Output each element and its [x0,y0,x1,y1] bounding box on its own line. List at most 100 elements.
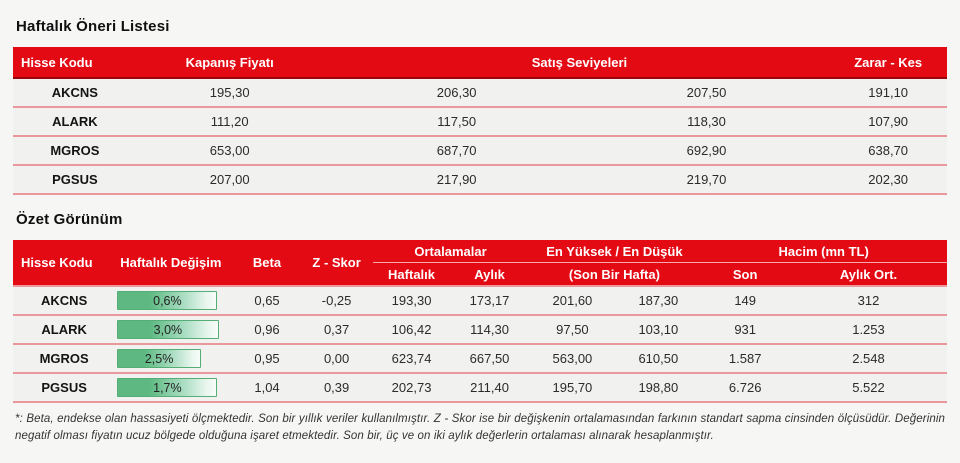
high-cell: 195,70 [528,373,617,403]
sell-level-1-cell: 117,50 [329,107,584,137]
header-sub-row: Haftalık Aylık (Son Bir Hafta) Son Aylık… [13,262,947,286]
volume-last-cell: 149 [700,286,790,316]
table-row: PGSUS 207,00 217,90 219,70 202,30 [13,165,947,195]
zscore-cell: -0,25 [300,286,373,316]
subcol-header-last: Son [700,262,790,286]
table-row: PGSUS 1,7% 1,04 0,39 202,73 211,40 195,7… [13,373,947,403]
volume-last-cell: 6.726 [700,373,790,403]
sell-level-1-cell: 217,90 [329,165,584,195]
stop-loss-cell: 191,10 [829,78,947,108]
subcol-header-monthly-avg: Aylık Ort. [790,262,947,286]
weekly-avg-cell: 193,30 [372,286,451,316]
volume-monthly-avg-cell: 2.548 [790,344,947,374]
stock-code-cell: ALARK [13,107,130,137]
change-data-bar: 1,7% [117,378,218,397]
close-price-cell: 207,00 [129,165,330,195]
close-price-cell: 653,00 [129,136,330,166]
beta-cell: 0,95 [233,344,301,374]
col-header-zscore: Z - Skor [300,240,373,286]
table-row: MGROS 653,00 687,70 692,90 638,70 [13,136,947,166]
change-data-bar: 3,0% [117,320,219,339]
close-price-cell: 111,20 [129,107,330,137]
weekly-change-cell: 0,6% [108,286,234,316]
col-header-close-price: Kapanış Fiyatı [129,47,330,79]
change-value: 3,0% [153,322,183,337]
weekly-list-title: Haftalık Öneri Listesi [16,18,170,35]
summary-table: Hisse Kodu Haftalık Değişim Beta Z - Sko… [13,240,947,403]
volume-last-cell: 931 [700,315,790,345]
zscore-cell: 0,37 [300,315,373,345]
weekly-avg-cell: 202,73 [372,373,451,403]
stop-loss-cell: 202,30 [829,165,947,195]
volume-last-cell: 1.587 [700,344,790,374]
low-cell: 187,30 [616,286,701,316]
monthly-avg-cell: 114,30 [450,315,529,345]
high-cell: 201,60 [528,286,617,316]
stock-code-cell: MGROS [13,136,130,166]
monthly-avg-cell: 211,40 [450,373,529,403]
sell-level-2-cell: 219,70 [583,165,830,195]
high-cell: 563,00 [528,344,617,374]
subcol-header-weekly: Haftalık [372,262,451,286]
subcol-header-last-week: (Son Bir Hafta) [528,262,701,286]
weekly-change-cell: 3,0% [108,315,234,345]
change-data-bar: 2,5% [117,349,201,368]
beta-cell: 0,65 [233,286,301,316]
col-header-beta: Beta [233,240,301,286]
change-value: 1,7% [153,380,182,395]
zscore-cell: 0,00 [300,344,373,374]
sell-level-2-cell: 207,50 [583,78,830,108]
group-header-high-low: En Yüksek / En Düşük [528,240,701,263]
col-header-stock-code: Hisse Kodu [13,240,109,286]
table-row: ALARK 111,20 117,50 118,30 107,90 [13,107,947,137]
stock-code-cell: AKCNS [13,78,130,108]
stock-code-cell: MGROS [13,344,109,374]
stop-loss-cell: 107,90 [829,107,947,137]
volume-monthly-avg-cell: 1.253 [790,315,947,345]
volume-monthly-avg-cell: 312 [790,286,947,316]
table-row: MGROS 2,5% 0,95 0,00 623,74 667,50 563,0… [13,344,947,374]
low-cell: 198,80 [616,373,701,403]
change-data-bar: 0,6% [117,291,218,310]
close-price-cell: 195,30 [129,78,330,108]
sell-level-2-cell: 118,30 [583,107,830,137]
group-header-averages: Ortalamalar [372,240,529,263]
header-row: Hisse Kodu Kapanış Fiyatı Satış Seviyele… [13,47,947,79]
weekly-change-cell: 1,7% [108,373,234,403]
high-cell: 97,50 [528,315,617,345]
weekly-avg-cell: 106,42 [372,315,451,345]
table-row: ALARK 3,0% 0,96 0,37 106,42 114,30 97,50… [13,315,947,345]
stop-loss-cell: 638,70 [829,136,947,166]
zscore-cell: 0,39 [300,373,373,403]
stock-code-cell: ALARK [13,315,109,345]
col-header-stop-loss: Zarar - Kes [829,47,947,79]
sell-level-1-cell: 206,30 [329,78,584,108]
col-header-stock-code: Hisse Kodu [13,47,130,79]
stock-code-cell: AKCNS [13,286,109,316]
recommendation-table: Hisse Kodu Kapanış Fiyatı Satış Seviyele… [13,47,947,195]
header-group-row: Hisse Kodu Haftalık Değişim Beta Z - Sko… [13,240,947,286]
table-row: AKCNS 195,30 206,30 207,50 191,10 [13,78,947,108]
monthly-avg-cell: 667,50 [450,344,529,374]
col-header-weekly-change: Haftalık Değişim [108,240,234,286]
weekly-change-cell: 2,5% [108,344,234,374]
sell-level-1-cell: 687,70 [329,136,584,166]
report-page: Haftalık Öneri Listesi Hisse Kodu Kapanı… [13,18,947,443]
group-header-volume: Hacim (mn TL) [700,240,947,263]
beta-cell: 1,04 [233,373,301,403]
monthly-avg-cell: 173,17 [450,286,529,316]
stock-code-cell: PGSUS [13,373,109,403]
col-header-sell-levels: Satış Seviyeleri [329,47,830,79]
summary-view-title: Özet Görünüm [16,211,123,228]
change-value: 0,6% [153,293,182,308]
beta-cell: 0,96 [233,315,301,345]
change-value: 2,5% [144,351,174,366]
subcol-header-monthly: Aylık [450,262,529,286]
low-cell: 103,10 [616,315,701,345]
summary-table-header: Hisse Kodu Haftalık Değişim Beta Z - Sko… [13,240,947,286]
low-cell: 610,50 [616,344,701,374]
sell-level-2-cell: 692,90 [583,136,830,166]
recommendation-table-header: Hisse Kodu Kapanış Fiyatı Satış Seviyele… [13,47,947,79]
footnote-text: *: Beta, endekse olan hassasiyeti ölçmek… [15,413,945,443]
stock-code-cell: PGSUS [13,165,130,195]
